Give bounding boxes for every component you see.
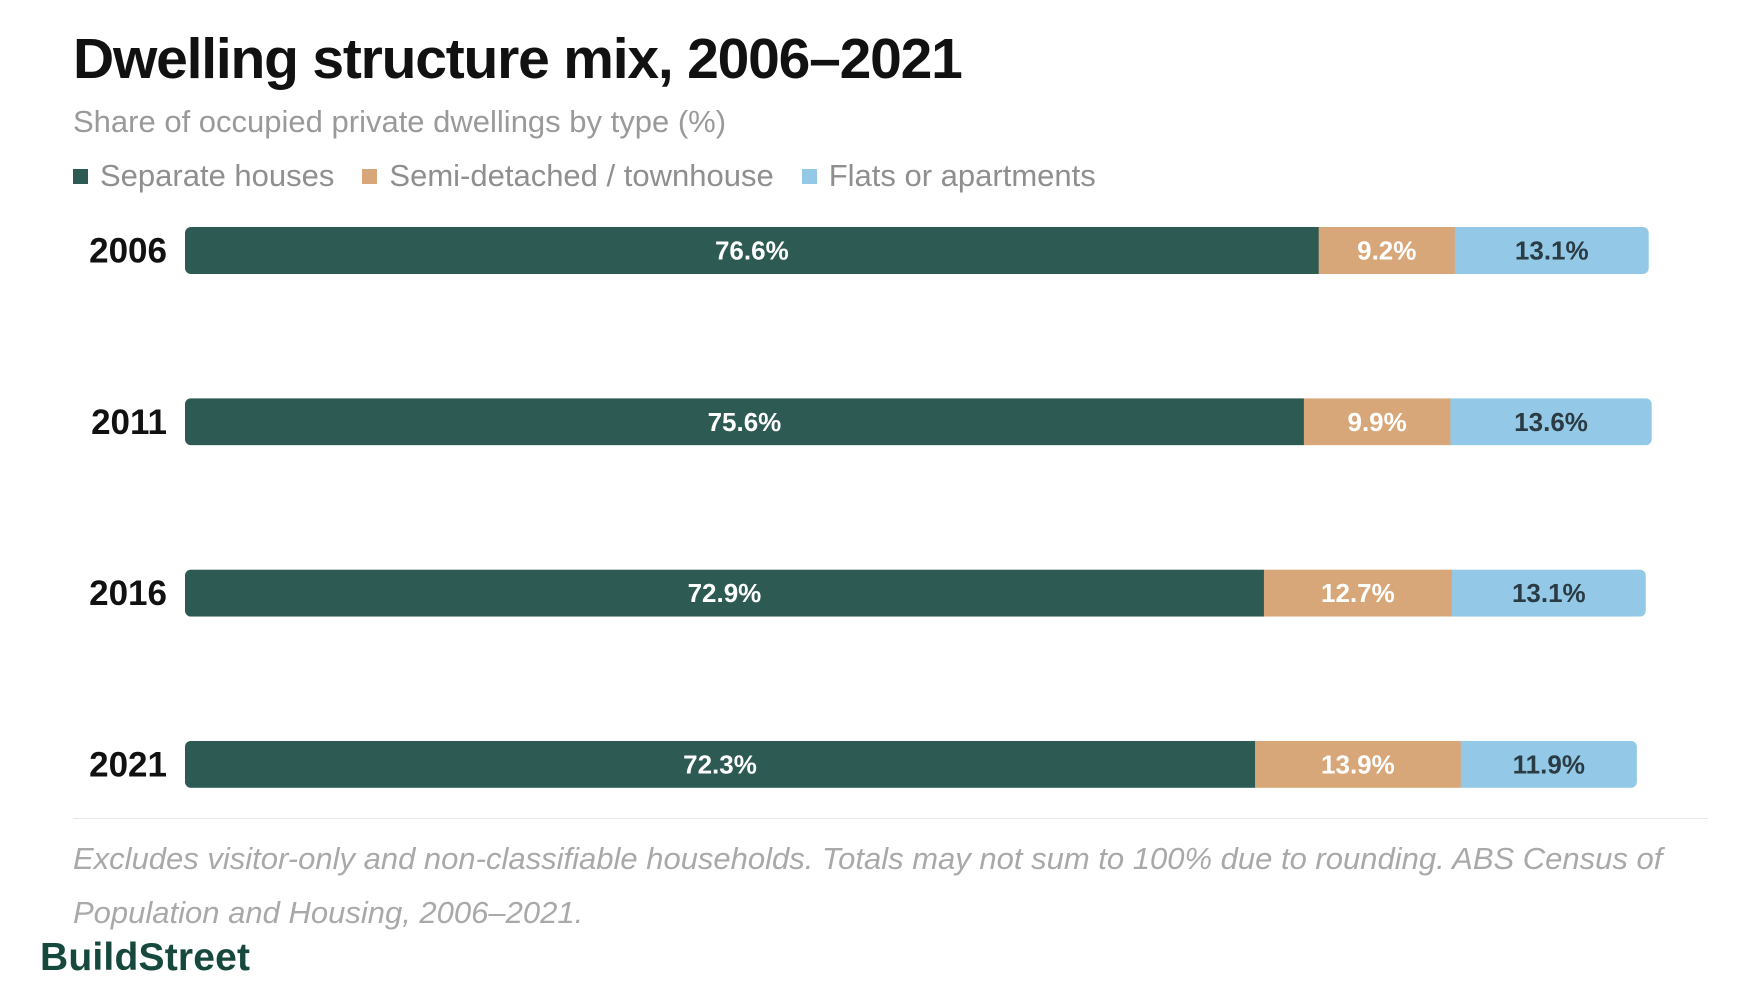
legend-label: Semi-detached / townhouse <box>389 158 774 193</box>
bar-row <box>185 740 1637 788</box>
data-label: 9.2% <box>1357 236 1416 266</box>
category-label: 2021 <box>89 745 167 784</box>
bar-segment <box>1255 740 1462 788</box>
data-label: 72.9% <box>688 578 762 608</box>
data-label: 76.6% <box>715 236 789 266</box>
data-label: 13.1% <box>1515 236 1589 266</box>
category-label: 2016 <box>89 574 167 613</box>
bar-segment <box>1454 227 1649 274</box>
legend-item-flats: Flats or apartments <box>801 158 1096 194</box>
bar-segment <box>185 227 1320 274</box>
data-label: 9.9% <box>1348 407 1407 437</box>
legend-swatch <box>801 168 817 184</box>
brand-logo: BuildStreet <box>40 936 251 979</box>
category-label: 2011 <box>91 403 167 442</box>
data-label: 13.9% <box>1321 749 1395 779</box>
stacked-bar-chart: 2006 76.6% 9.2% 13.1% 2011 75.6% 9.9% 13.6% 2016… <box>89 227 1652 788</box>
bar-segment <box>185 398 1305 446</box>
bar-row <box>185 227 1649 274</box>
source-note: Excludes visitor-only and non-classifiab… <box>73 841 1663 930</box>
bar-segment <box>1460 740 1637 788</box>
legend-swatch <box>362 168 378 184</box>
legend-item-separate-houses: Separate houses <box>73 158 334 194</box>
legend-label: Flats or apartments <box>828 158 1096 193</box>
data-label: 75.6% <box>708 407 782 437</box>
data-label: 72.3% <box>683 749 757 779</box>
bar-segment <box>1451 569 1646 617</box>
legend-label: Separate houses <box>100 158 335 193</box>
chart-legend: Separate houses Semi-detached / townhous… <box>73 158 1124 194</box>
bar-segment <box>185 569 1265 617</box>
bar-segment <box>1263 569 1453 617</box>
legend-swatch <box>73 168 88 184</box>
bar-row <box>185 398 1652 446</box>
chart-subtitle: Share of occupied private dwellings by t… <box>73 104 727 139</box>
data-label: 13.6% <box>1514 407 1588 437</box>
bar-segment <box>185 740 1256 788</box>
legend-item-semi-detached: Semi-detached / townhouse <box>362 158 774 194</box>
data-label: 13.1% <box>1512 578 1586 608</box>
bar-segment <box>1318 227 1456 274</box>
bar-segment <box>1303 398 1451 446</box>
bar-row <box>185 569 1646 617</box>
chart-title: Dwelling structure mix, 2006–2021 <box>73 27 963 91</box>
bar-segment <box>1450 398 1652 446</box>
footer-divider <box>73 818 1708 819</box>
category-label: 2006 <box>89 232 167 271</box>
data-label: 12.7% <box>1321 578 1395 608</box>
data-label: 11.9% <box>1513 749 1585 779</box>
